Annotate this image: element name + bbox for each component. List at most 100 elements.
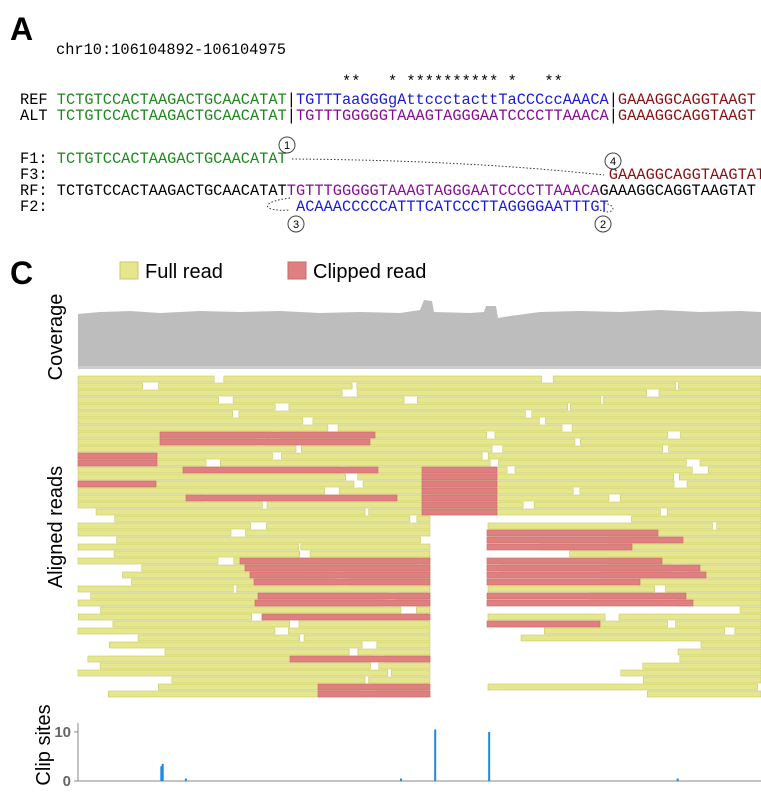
clipped-read — [249, 571, 431, 579]
seq: GAAAGGCAGGTAAGT — [618, 107, 756, 125]
full-read — [77, 529, 232, 537]
alt-seq: TCTGTCCACTAAGACTGCAACATAT|TGTTTGGGGGTAAA… — [57, 107, 756, 125]
full-read — [679, 655, 761, 663]
clipped-read — [77, 480, 157, 488]
full-read — [312, 417, 540, 425]
full-read — [638, 578, 761, 586]
legend-swatch — [119, 261, 139, 280]
full-read — [109, 641, 363, 649]
seq: TGTTTGGGGGTAAAGTAGGGAATCCCCTTAAACA — [296, 107, 610, 125]
panel-label: A — [10, 11, 33, 47]
clipped-read — [421, 501, 498, 509]
full-read — [668, 445, 761, 453]
full-read — [77, 494, 205, 502]
full-read — [686, 480, 761, 488]
seq-label: REF — [20, 91, 48, 109]
full-read — [368, 508, 661, 516]
seq-label: F3: — [20, 166, 48, 184]
step-circle — [604, 152, 622, 170]
legend-swatch — [287, 261, 307, 280]
full-read — [77, 627, 276, 635]
sep: | — [609, 91, 618, 109]
full-read — [362, 480, 675, 488]
full-read — [416, 606, 431, 614]
full-read — [678, 473, 761, 481]
full-read — [337, 424, 563, 432]
full-read — [716, 522, 761, 530]
f2-seq: ACAAACCCCCATTTCATCCCTTAGGGGAATTTGT — [296, 198, 609, 216]
clip-bar — [184, 778, 187, 781]
full-read — [665, 585, 761, 593]
full-read — [266, 522, 431, 530]
full-read — [734, 627, 761, 635]
full-read — [699, 459, 761, 467]
full-read — [223, 375, 543, 383]
full-read — [580, 438, 761, 446]
axis-label: Aligned reads — [45, 466, 67, 588]
full-read — [487, 452, 761, 460]
full-read — [309, 550, 431, 558]
f3-seq: GAAAGGCAGGTAAGTAT — [609, 166, 761, 184]
full-read — [602, 396, 761, 404]
full-read — [78, 613, 253, 621]
full-read — [113, 550, 301, 558]
full-read — [112, 620, 291, 628]
clip-bar — [160, 766, 163, 781]
full-read — [498, 459, 687, 467]
clipped-read — [486, 578, 641, 586]
clipped-read — [317, 683, 431, 691]
seq: TGTTTaaGGGgAttccctacttTaCCCccAAACA — [296, 91, 610, 109]
clip-sites-plot: 0 10 — [54, 723, 761, 790]
clip-bar — [676, 778, 679, 781]
full-read — [77, 410, 234, 418]
rf-seq: TCTGTCCACTAAGACTGCAACATATTGTTTGGGGGTAAAG… — [57, 182, 756, 200]
full-read — [77, 557, 219, 565]
full-read — [494, 431, 668, 439]
seq: TGTTTGGGGGTAAAGTAGGGAATCCCCTTAAACA — [287, 182, 601, 200]
full-read — [619, 494, 761, 502]
full-read — [77, 382, 143, 390]
full-read — [300, 543, 431, 551]
clipped-read — [239, 557, 431, 565]
clip-bar — [400, 778, 403, 781]
full-read — [77, 375, 215, 383]
seq-label: RF: — [20, 182, 48, 200]
full-read — [99, 662, 371, 670]
full-read — [77, 389, 343, 397]
clipped-read — [486, 592, 687, 600]
full-read — [552, 375, 761, 383]
full-read — [356, 389, 647, 397]
full-read — [158, 382, 353, 390]
aligned-reads — [77, 375, 761, 698]
seq-label: F1: — [20, 150, 48, 168]
full-read — [531, 410, 761, 418]
clip-bar — [488, 731, 491, 781]
full-read — [502, 445, 664, 453]
step-number: 4 — [610, 156, 616, 168]
full-read — [245, 529, 431, 537]
ref-seq: TCTGTCCACTAAGACTGCAACATAT |TGTTTaaGGGgAtt… — [57, 91, 756, 109]
clipped-read — [486, 536, 684, 544]
full-read — [281, 452, 483, 460]
full-read — [77, 403, 276, 411]
full-read — [300, 445, 493, 453]
full-read — [416, 515, 431, 523]
legend-label: Clipped read — [313, 261, 426, 283]
step-number: 2 — [600, 219, 606, 231]
full-read — [77, 501, 263, 509]
full-read — [357, 473, 674, 481]
clipped-read — [257, 592, 431, 600]
full-read — [677, 648, 761, 656]
clipped-read — [421, 494, 498, 502]
full-read — [288, 627, 431, 635]
clipped-read — [317, 690, 431, 698]
seq: TCTGTCCACTAAGACTGCAACATAT — [57, 91, 287, 109]
full-read — [666, 508, 761, 516]
y-tick-label: 0 — [63, 773, 71, 790]
full-read — [266, 501, 524, 509]
arrow — [291, 158, 605, 176]
clipped-read — [253, 578, 431, 586]
arrow — [267, 197, 291, 211]
clipped-read — [254, 599, 431, 607]
